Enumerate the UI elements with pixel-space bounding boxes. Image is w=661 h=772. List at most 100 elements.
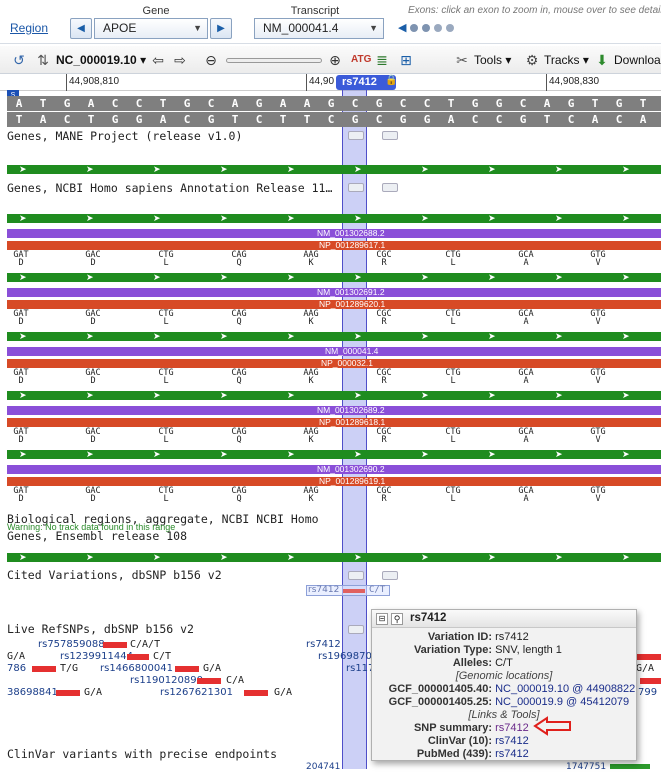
snp-id[interactable]: rs1190120890	[130, 675, 203, 686]
download-menu[interactable]: Download	[614, 53, 661, 67]
variant-marker-flag[interactable]: rs7412 🔒	[336, 75, 397, 90]
rna-feature[interactable]: NM_001302691.2	[7, 288, 661, 297]
codon-label: GTG V	[590, 427, 606, 445]
snp-summary-link[interactable]: rs7412	[495, 722, 529, 734]
rna-feature[interactable]: NM_000041.4	[7, 347, 661, 356]
gene-next-button[interactable]: ▶	[210, 18, 232, 39]
snp-id[interactable]: rs7412	[306, 639, 341, 650]
strand-arrow-icon: ➤	[354, 213, 362, 223]
tooltip-section-links: [Links & Tools]	[468, 709, 540, 721]
protein-feature[interactable]: NP_000032.1	[7, 359, 661, 368]
track-collapse-button[interactable]	[348, 183, 364, 192]
snp-bar[interactable]	[197, 678, 221, 684]
sequence-base: C	[255, 113, 263, 126]
reset-icon[interactable]: ↺	[13, 52, 25, 68]
sequence-view-icon[interactable]: ATG	[351, 54, 372, 65]
tooltip-link[interactable]: NC_000019.10 @ 44908822	[495, 683, 636, 695]
ensembl-gene-feature[interactable]: ➤ ➤ ➤ ➤ ➤ ➤ ➤ ➤ ➤ ➤	[7, 552, 661, 562]
pin-icon[interactable]: ⊟	[376, 613, 388, 625]
ruler-tick	[546, 74, 547, 91]
region-link[interactable]: Region	[10, 21, 49, 35]
snp-bar[interactable]	[103, 642, 127, 648]
snp-bar[interactable]	[640, 678, 661, 684]
snp-id[interactable]: 799	[638, 687, 658, 698]
exon-marker[interactable]	[410, 24, 418, 32]
zoom-out-icon[interactable]: ⊖	[205, 52, 217, 68]
tooltip-row: ClinVar (10): rs7412	[372, 735, 529, 747]
gene-feature[interactable]: ➤ ➤ ➤ ➤ ➤ ➤ ➤ ➤ ➤ ➤	[7, 213, 661, 223]
protein-feature[interactable]: NP_001289619.1	[7, 477, 661, 486]
tooltip-key: GCF_000001405.25:	[388, 696, 492, 708]
snp-bar[interactable]	[636, 654, 661, 660]
tooltip-value: SNV, length 1	[495, 644, 562, 656]
track-settings-icon[interactable]: ≣	[376, 52, 388, 68]
configure-icon[interactable]: ⊞	[400, 52, 412, 68]
gene-feature[interactable]: ➤ ➤ ➤ ➤ ➤ ➤ ➤ ➤ ➤ ➤	[7, 390, 661, 400]
mane-gene-feature[interactable]: ➤ ➤ ➤ ➤ ➤ ➤ ➤ ➤ ➤ ➤	[7, 164, 661, 174]
clinvar-feature[interactable]	[610, 764, 650, 769]
exon-marker[interactable]	[446, 24, 454, 32]
strand-arrow-icon: ➤	[555, 213, 563, 223]
transcript-select[interactable]: NM_000041.4 ▼	[254, 18, 384, 39]
snp-id[interactable]: 786	[7, 663, 27, 674]
protein-feature[interactable]: NP_001289620.1	[7, 300, 661, 309]
pan-right-icon[interactable]: ⇨	[174, 52, 186, 68]
snp-id[interactable]: rs117	[346, 663, 375, 674]
track-collapse-button[interactable]	[348, 571, 364, 580]
tooltip-link[interactable]: NC_000019.9 @ 45412079	[495, 696, 630, 708]
rna-feature[interactable]: NM_001302690.2	[7, 465, 661, 474]
gear-icon[interactable]: ⚙	[525, 52, 539, 68]
snp-id[interactable]: rs1267621301	[160, 687, 233, 698]
track-settings-button[interactable]	[382, 571, 398, 580]
snp-id[interactable]: rs19698700	[318, 651, 379, 662]
tools-menu[interactable]: Tools ▾	[474, 53, 512, 67]
zoom-slider[interactable]	[226, 58, 322, 63]
clinvar-link[interactable]: rs7412	[495, 735, 529, 747]
codon-label: CGC R	[376, 250, 392, 268]
tracks-menu[interactable]: Tracks ▾	[544, 53, 589, 67]
rna-feature[interactable]: NM_001302689.2	[7, 406, 661, 415]
gene-prev-button[interactable]: ◀	[70, 18, 92, 39]
exon-left-arrow-icon[interactable]: ◀	[398, 22, 407, 34]
codon-label: CGC R	[376, 368, 392, 386]
gene-select[interactable]: APOE ▼	[94, 18, 208, 39]
track-collapse-button[interactable]	[348, 131, 364, 140]
track-settings-button[interactable]	[382, 131, 398, 140]
zoom-in-icon[interactable]: ⊕	[329, 52, 341, 68]
pubmed-link[interactable]: rs7412	[495, 748, 529, 760]
protein-feature[interactable]: NP_001289618.1	[7, 418, 661, 427]
sequence-select[interactable]: NC_000019.10 ▾	[56, 53, 147, 67]
gene-feature[interactable]: ➤ ➤ ➤ ➤ ➤ ➤ ➤ ➤ ➤ ➤	[7, 331, 661, 341]
tools-icon[interactable]: ✂	[456, 52, 468, 68]
snp-id[interactable]: rs1239911444	[60, 651, 133, 662]
snp-bar[interactable]	[175, 666, 199, 672]
gene-feature[interactable]: ➤ ➤ ➤ ➤ ➤ ➤ ➤ ➤ ➤ ➤	[7, 272, 661, 282]
snp-bar[interactable]	[56, 690, 80, 696]
clinvar-fragment[interactable]: 1747751	[566, 762, 607, 772]
flip-strand-icon[interactable]: ⇅	[37, 52, 49, 68]
snp-id[interactable]: rs757859088	[38, 639, 105, 650]
snp-bar[interactable]	[244, 690, 268, 696]
magnifier-icon[interactable]: ⚲	[391, 613, 403, 625]
track-settings-button[interactable]	[382, 183, 398, 192]
exon-marker[interactable]	[434, 24, 442, 32]
sequence-base: G	[327, 97, 335, 110]
strand-arrow-icon: ➤	[555, 331, 563, 341]
sequence-base: C	[375, 113, 383, 126]
snp-bar[interactable]	[127, 654, 149, 660]
snp-id[interactable]: rs1466800041	[100, 663, 173, 674]
exon-marker[interactable]	[422, 24, 430, 32]
clinvar-fragment[interactable]: 204741	[306, 762, 341, 772]
strand-arrow-icon: ➤	[287, 449, 295, 459]
sequence-base: T	[279, 113, 287, 126]
track-collapse-button[interactable]	[348, 625, 364, 634]
snp-bar[interactable]	[32, 666, 56, 672]
cited-variant-feature[interactable]: rs7412 C/T	[306, 585, 390, 596]
tooltip-key: Alleles:	[452, 657, 492, 669]
download-icon[interactable]: ⬇	[596, 52, 608, 68]
protein-feature[interactable]: NP_001289617.1	[7, 241, 661, 250]
rna-feature[interactable]: NM_001302688.2	[7, 229, 661, 238]
gene-feature[interactable]: ➤ ➤ ➤ ➤ ➤ ➤ ➤ ➤ ➤ ➤	[7, 449, 661, 459]
snp-id[interactable]: 38698841	[7, 687, 58, 698]
pan-left-icon[interactable]: ⇦	[152, 52, 164, 68]
